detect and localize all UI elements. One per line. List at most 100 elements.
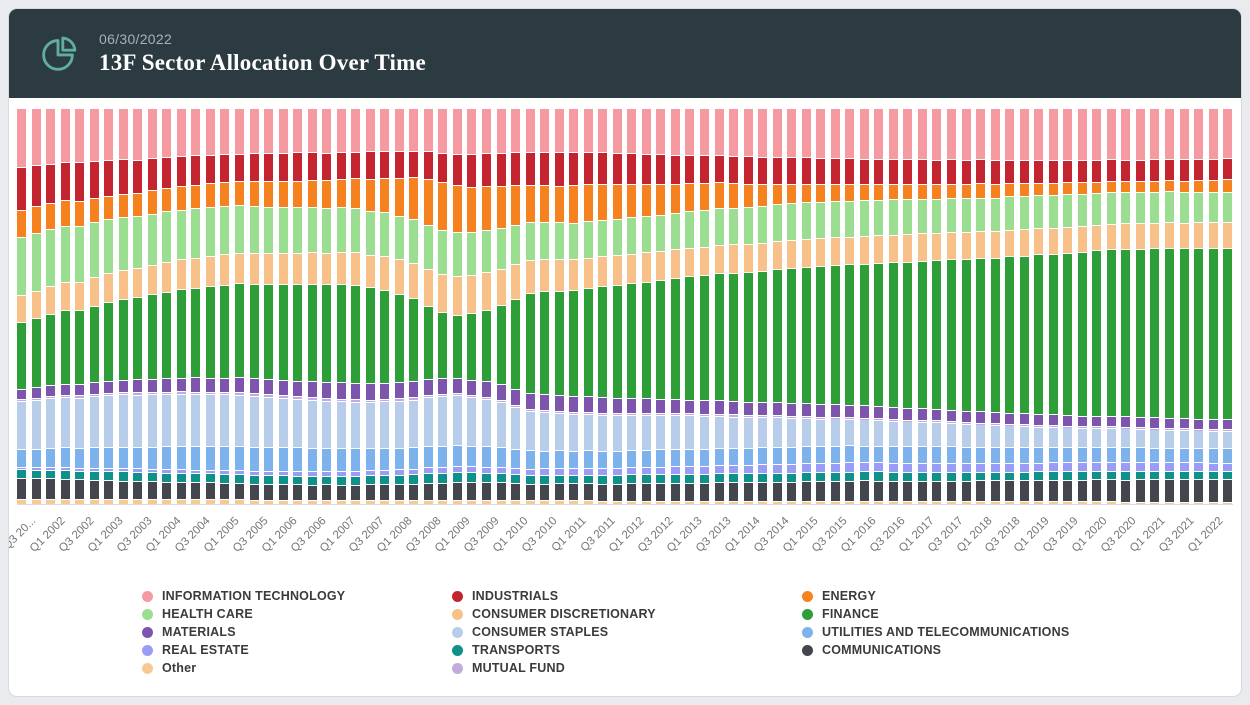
stacked-bar[interactable] [1034, 109, 1044, 504]
stacked-bar[interactable] [118, 109, 128, 505]
bar-segment[interactable] [540, 475, 550, 484]
bar-segment[interactable] [1194, 192, 1204, 223]
bar-segment[interactable] [583, 109, 593, 152]
bar-segment[interactable] [351, 285, 361, 383]
bar-segment[interactable] [729, 483, 739, 501]
bar-segment[interactable] [278, 109, 288, 153]
bar-segment[interactable] [990, 184, 1000, 198]
bar-segment[interactable] [234, 109, 244, 154]
bar-segment[interactable] [482, 500, 491, 504]
bar-segment[interactable] [685, 416, 695, 449]
bar-segment[interactable] [1077, 480, 1087, 502]
bar-segment[interactable] [46, 386, 56, 396]
bar-segment[interactable] [336, 476, 346, 485]
bar-segment[interactable] [772, 242, 782, 270]
bar-segment[interactable] [787, 482, 797, 501]
bar-segment[interactable] [685, 155, 695, 183]
bar-segment[interactable] [1063, 227, 1073, 253]
bar-segment[interactable] [554, 291, 564, 396]
bar-segment[interactable] [1077, 427, 1087, 428]
bar-segment[interactable] [511, 109, 521, 153]
bar-segment[interactable] [1077, 227, 1087, 252]
bar-segment[interactable] [729, 474, 739, 483]
bar-segment[interactable] [670, 449, 680, 467]
bar-segment[interactable] [627, 398, 637, 413]
bar-segment[interactable] [1179, 430, 1189, 448]
bar-segment[interactable] [60, 282, 70, 311]
bar-segment[interactable] [307, 181, 317, 208]
bar-segment[interactable] [569, 469, 579, 475]
bar-segment[interactable] [1150, 502, 1160, 505]
stacked-bar[interactable] [307, 109, 317, 505]
bar-segment[interactable] [17, 389, 26, 399]
bar-segment[interactable] [1223, 471, 1233, 480]
bar-segment[interactable] [351, 471, 361, 476]
stacked-bar[interactable] [351, 109, 361, 504]
bar-segment[interactable] [525, 260, 535, 293]
bar-segment[interactable] [264, 397, 274, 447]
bar-segment[interactable] [147, 447, 157, 469]
bar-segment[interactable] [351, 448, 361, 471]
bar-segment[interactable] [947, 233, 956, 260]
bar-segment[interactable] [380, 402, 390, 448]
bar-segment[interactable] [787, 240, 797, 269]
bar-segment[interactable] [976, 109, 986, 160]
bar-segment[interactable] [1121, 109, 1131, 160]
bar-segment[interactable] [554, 152, 564, 186]
bar-segment[interactable] [133, 298, 143, 380]
stacked-bar[interactable] [365, 109, 375, 504]
bar-segment[interactable] [569, 397, 579, 413]
stacked-bar[interactable] [569, 109, 579, 504]
bar-segment[interactable] [17, 467, 26, 470]
bar-segment[interactable] [758, 272, 768, 403]
bar-segment[interactable] [336, 485, 346, 501]
bar-segment[interactable] [1106, 160, 1116, 182]
bar-segment[interactable] [60, 395, 70, 398]
bar-segment[interactable] [569, 501, 579, 504]
bar-segment[interactable] [772, 205, 782, 242]
bar-segment[interactable] [1135, 249, 1145, 417]
bar-segment[interactable] [569, 475, 579, 484]
stacked-bar[interactable] [1121, 109, 1131, 504]
bar-segment[interactable] [89, 278, 99, 306]
bar-segment[interactable] [670, 155, 680, 184]
bar-segment[interactable] [104, 109, 114, 161]
bar-segment[interactable] [685, 248, 695, 277]
bar-segment[interactable] [438, 446, 448, 468]
bar-segment[interactable] [917, 421, 927, 422]
bar-segment[interactable] [336, 180, 346, 208]
bar-segment[interactable] [118, 194, 128, 217]
bar-segment[interactable] [729, 208, 739, 245]
bar-segment[interactable] [612, 109, 622, 153]
bar-segment[interactable] [220, 182, 230, 207]
bar-segment[interactable] [1077, 416, 1087, 427]
bar-segment[interactable] [1048, 415, 1058, 426]
bar-segment[interactable] [220, 500, 230, 504]
bar-segment[interactable] [205, 392, 215, 395]
bar-segment[interactable] [670, 109, 680, 155]
bar-segment[interactable] [1135, 193, 1145, 224]
stacked-bar[interactable] [1019, 109, 1029, 504]
bar-segment[interactable] [1092, 182, 1102, 193]
stacked-bar[interactable] [1208, 109, 1218, 505]
bar-segment[interactable] [1019, 447, 1029, 463]
bar-segment[interactable] [990, 424, 1000, 426]
bar-segment[interactable] [801, 184, 811, 203]
bar-segment[interactable] [482, 109, 491, 154]
bar-segment[interactable] [1005, 426, 1015, 447]
bar-segment[interactable] [583, 468, 593, 475]
bar-segment[interactable] [467, 233, 477, 275]
bar-segment[interactable] [133, 193, 143, 216]
bar-segment[interactable] [1063, 416, 1073, 426]
bar-segment[interactable] [147, 469, 157, 473]
bar-segment[interactable] [293, 501, 303, 504]
bar-segment[interactable] [104, 472, 114, 481]
bar-segment[interactable] [17, 402, 26, 450]
bar-segment[interactable] [307, 485, 317, 501]
bar-segment[interactable] [496, 269, 506, 305]
bar-segment[interactable] [525, 109, 535, 152]
bar-segment[interactable] [1034, 472, 1044, 481]
bar-segment[interactable] [729, 448, 739, 466]
bar-segment[interactable] [1121, 427, 1131, 429]
bar-segment[interactable] [380, 476, 390, 485]
